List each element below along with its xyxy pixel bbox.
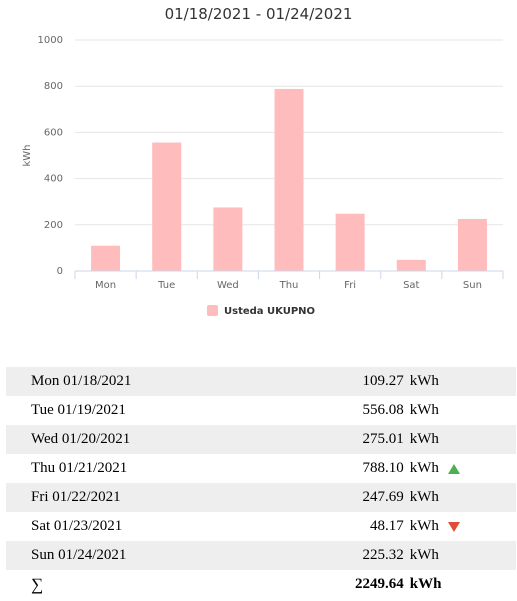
row-indicator [447,425,516,454]
chart-title: 01/18/2021 - 01/24/2021 [164,5,353,23]
row-value: 109.27 [256,367,404,396]
total-unit: kWh [409,576,442,592]
y-tick-label: 400 [44,174,63,185]
row-unit: kWh [409,402,439,418]
table-row: Tue 01/19/2021 556.08 kWh [6,396,516,425]
y-tick-label: 0 [57,266,63,277]
row-value: 225.32 [256,541,404,570]
row-value: 788.10 [362,460,404,476]
row-value: 275.01 [256,425,404,454]
bar-tue[interactable] [152,142,182,271]
row-date: Fri 01/22/2021 [6,483,257,512]
bar-sat[interactable] [396,259,426,271]
row-indicator [447,454,516,483]
row-unit: kWh [403,425,448,454]
row-value: 556.08 [362,402,404,418]
y-tick-label: 800 [44,81,63,92]
bar-thu[interactable] [274,88,304,271]
legend-label[interactable]: Usteda UKUPNO [224,306,315,317]
row-indicator [447,483,516,512]
total-row: ∑ 2249.64 kWh [6,570,516,599]
row-unit: kWh [409,460,439,476]
x-tick-label: Tue [157,280,175,291]
bar-wed[interactable] [213,207,243,271]
table-row: Thu 01/21/2021 788.10 kWh [6,454,516,483]
row-date: Mon 01/18/2021 [6,367,257,396]
row-unit: kWh [409,518,439,534]
row-date: Sun 01/24/2021 [6,541,257,570]
x-tick-label: Wed [217,280,239,291]
row-date: Sat 01/23/2021 [31,518,123,534]
table-row: Fri 01/22/2021 247.69 kWh [6,483,516,512]
y-tick-label: 600 [44,127,63,138]
y-tick-label: 1000 [38,35,63,46]
y-axis-label: kWh [22,144,33,166]
row-indicator [448,396,516,425]
row-indicator [447,367,516,396]
bar-sun[interactable] [457,218,487,271]
max-arrow-icon [447,463,460,474]
row-unit: kWh [403,541,448,570]
bar-mon[interactable] [91,245,121,271]
table-row: Sun 01/24/2021 225.32 kWh [6,541,516,570]
x-tick-label: Mon [95,280,116,291]
x-tick-label: Thu [279,280,299,291]
table-row: Sat 01/23/2021 48.17 kWh [6,512,516,541]
total-value: 2249.64 [355,576,404,592]
y-tick-label: 200 [44,220,63,231]
row-indicator [447,541,516,570]
min-arrow-icon [447,521,460,532]
total-indicator [448,570,516,599]
table-row: Wed 01/20/2021 275.01 kWh [6,425,516,454]
table-row: Mon 01/18/2021 109.27 kWh [6,367,516,396]
bar-fri[interactable] [335,213,365,271]
bar-chart: 0 200 400 600 800 1000 kWh Mon Tue Wed Thu Fri Sat… [22,35,504,317]
x-tick-label: Sat [403,280,419,291]
daily-usage-table: Mon 01/18/2021 109.27 kWh Tue 01/19/2021 556… [6,367,516,599]
sum-symbol: ∑ [31,574,44,594]
row-date: Tue 01/19/2021 [31,402,126,418]
row-indicator [447,512,516,541]
row-value: 48.17 [370,518,404,534]
row-unit: kWh [403,367,448,396]
x-tick-label: Sun [463,280,482,291]
x-tick-label: Fri [344,280,356,291]
row-value: 247.69 [256,483,404,512]
row-date: Wed 01/20/2021 [6,425,257,454]
legend-swatch[interactable] [207,305,218,316]
row-date: Thu 01/21/2021 [31,460,128,476]
row-unit: kWh [403,483,448,512]
